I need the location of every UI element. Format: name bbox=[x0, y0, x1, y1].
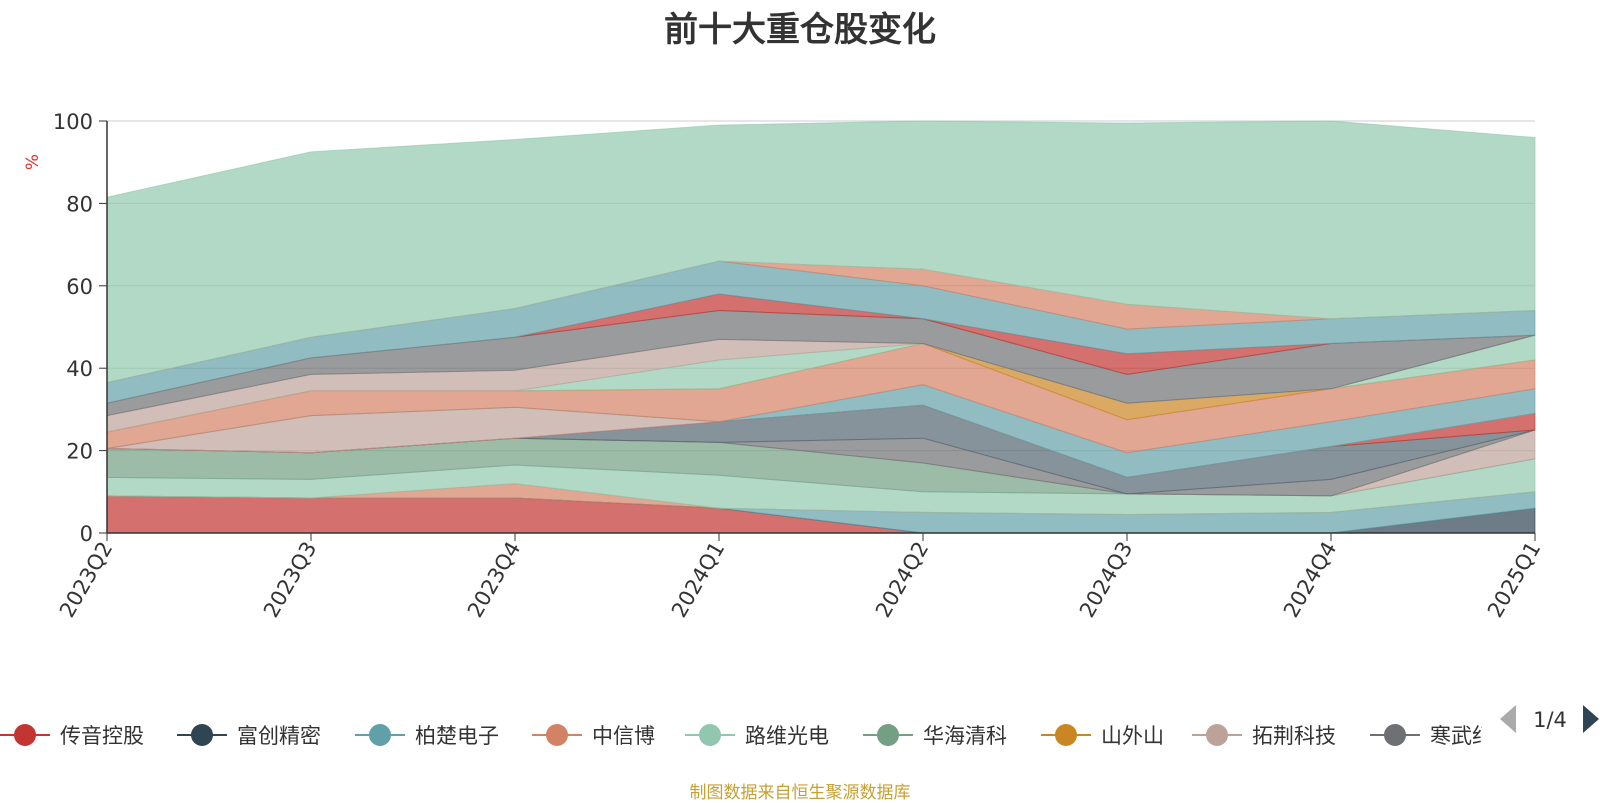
area-series-20 bbox=[106, 120, 1536, 384]
legend-page-indicator: 1/4 bbox=[1533, 708, 1567, 732]
legend-circle-icon bbox=[699, 724, 721, 746]
legend-pager: 1/4 bbox=[1500, 705, 1599, 733]
y-tick-label: 40 bbox=[66, 357, 93, 381]
legend-circle-icon bbox=[14, 724, 36, 746]
legend-item[interactable]: 寒武纪 bbox=[1370, 724, 1493, 748]
x-tick-label: 2023Q4 bbox=[463, 538, 525, 622]
legend-circle-icon bbox=[1384, 724, 1406, 746]
stacked-area-chart: 0 20 40 60 80 100 2023Q2 2023Q3 2023Q4 2024Q1 2024… bbox=[0, 110, 1599, 748]
data-source-note: 制图数据来自恒生聚源数据库 bbox=[689, 783, 911, 803]
y-tick-label: 80 bbox=[66, 192, 93, 216]
legend-circle-icon bbox=[877, 724, 899, 746]
legend-item[interactable]: 华海清科 bbox=[863, 724, 1007, 748]
legend-circle-icon bbox=[191, 724, 213, 746]
legend-label: 华海清科 bbox=[923, 724, 1007, 748]
y-axis-label: % bbox=[23, 154, 43, 170]
legend-label: 中信博 bbox=[592, 724, 655, 748]
x-tick-label: 2024Q4 bbox=[1279, 538, 1341, 622]
legend-next-icon[interactable] bbox=[1583, 705, 1599, 733]
legend-label: 拓荆科技 bbox=[1252, 724, 1336, 748]
area-series-group bbox=[106, 120, 1536, 534]
y-tick-label: 100 bbox=[53, 110, 93, 134]
legend-item[interactable]: 柏楚电子 bbox=[355, 724, 499, 748]
x-tick-label: 2024Q1 bbox=[667, 538, 729, 622]
legend-circle-icon bbox=[369, 724, 391, 746]
legend-label: 山外山 bbox=[1101, 724, 1164, 748]
legend-circle-icon bbox=[1055, 724, 1077, 746]
legend-circle-icon bbox=[546, 724, 568, 746]
legend-label: 富创精密 bbox=[237, 724, 321, 748]
y-tick-label: 0 bbox=[80, 522, 93, 546]
y-tick-label: 60 bbox=[66, 275, 93, 299]
legend-label: 传音控股 bbox=[60, 724, 144, 748]
legend-label: 柏楚电子 bbox=[415, 724, 499, 748]
legend-item[interactable]: 路维光电 bbox=[685, 724, 829, 748]
legend-item[interactable]: 中信博 bbox=[532, 724, 655, 748]
legend-circle-icon bbox=[1206, 724, 1228, 746]
legend-prev-icon[interactable] bbox=[1500, 705, 1516, 733]
x-tick-label: 2024Q2 bbox=[871, 538, 933, 622]
legend-item[interactable]: 山外山 bbox=[1041, 724, 1164, 748]
legend-item[interactable]: 拓荆科技 bbox=[1192, 724, 1336, 748]
legend-item[interactable]: 传音控股 bbox=[0, 724, 144, 748]
legend-label: 路维光电 bbox=[745, 724, 829, 748]
x-tick-label: 2024Q3 bbox=[1075, 538, 1137, 622]
y-tick-label: 20 bbox=[66, 440, 93, 464]
legend-item[interactable]: 富创精密 bbox=[177, 724, 321, 748]
chart-title: 前十大重仓股变化 bbox=[664, 10, 936, 50]
legend: 传音控股 富创精密 柏楚电子 中信博 路维光电 华海清科 山外山 拓荆科技 寒武纪 bbox=[0, 724, 1493, 748]
legend-label: 寒武纪 bbox=[1430, 724, 1493, 748]
x-tick-label: 2023Q2 bbox=[55, 538, 117, 622]
x-tick-label: 2025Q1 bbox=[1483, 538, 1545, 622]
x-tick-label: 2023Q3 bbox=[259, 538, 321, 622]
